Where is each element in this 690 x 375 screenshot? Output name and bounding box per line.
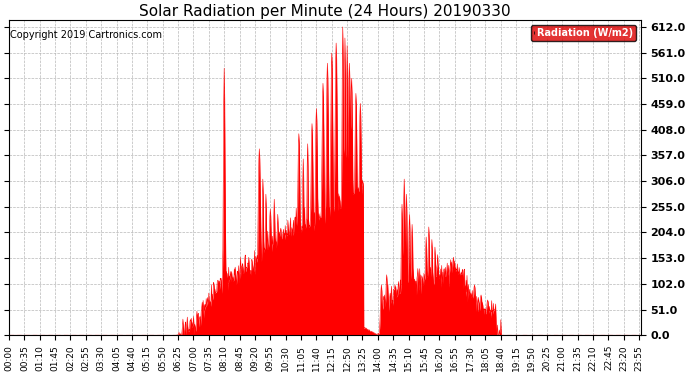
Title: Solar Radiation per Minute (24 Hours) 20190330: Solar Radiation per Minute (24 Hours) 20…: [139, 4, 511, 19]
Text: Copyright 2019 Cartronics.com: Copyright 2019 Cartronics.com: [10, 30, 161, 40]
Legend: Radiation (W/m2): Radiation (W/m2): [531, 25, 636, 41]
